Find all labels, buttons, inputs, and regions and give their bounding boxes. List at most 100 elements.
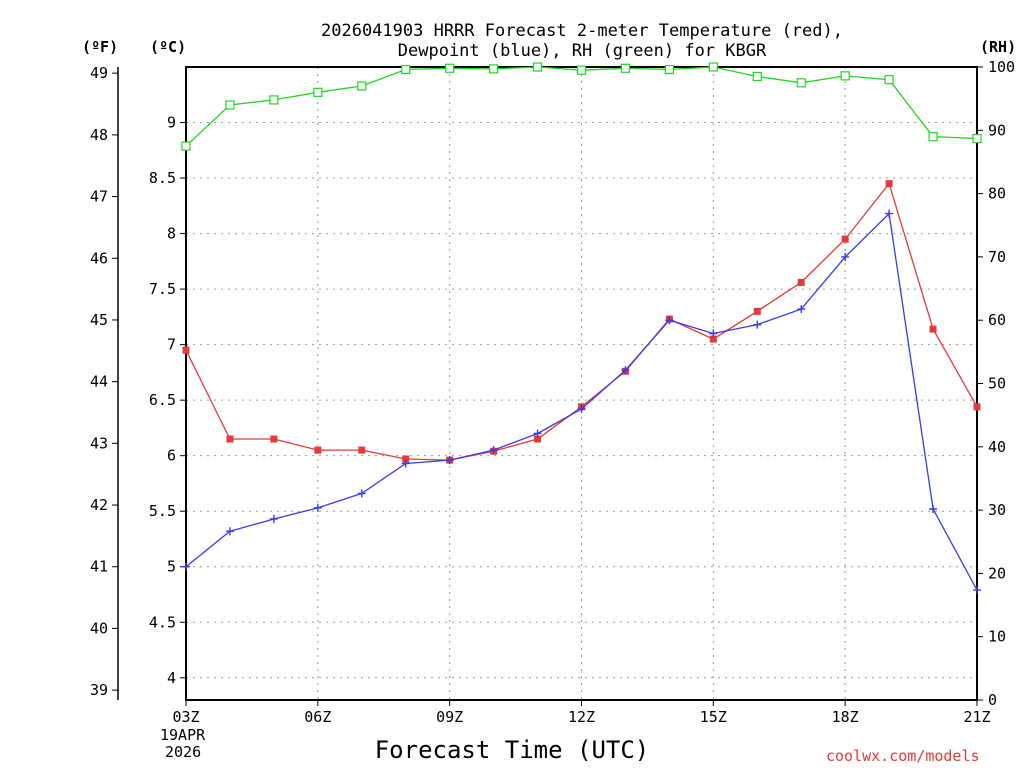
celsius-tick-label: 8.5 [149, 169, 176, 187]
fahrenheit-tick-label: 44 [90, 373, 108, 391]
dewpoint-point [973, 586, 981, 595]
rh-tick-label: 70 [988, 248, 1006, 266]
rh-tick-label: 60 [988, 311, 1006, 329]
rh-point [269, 95, 279, 105]
dewpoint-point [709, 329, 718, 338]
rh-point [489, 64, 499, 74]
fahrenheit-tick-label: 41 [90, 558, 108, 576]
credit-text: coolwx.com/models [826, 747, 980, 765]
rh-point [313, 87, 323, 97]
rh-tick-label: 20 [988, 564, 1006, 582]
x-tick-label: 09Z [436, 708, 463, 726]
data-series [181, 62, 982, 595]
dewpoint-point [533, 429, 542, 438]
date-label-day: 19APR [160, 726, 206, 744]
celsius-tick-label: 4 [167, 669, 176, 687]
dewpoint-point [621, 366, 630, 375]
rh-point [664, 64, 674, 75]
dewpoint-point [665, 316, 674, 325]
x-tick-label: 06Z [304, 708, 331, 726]
rh-point [181, 141, 191, 151]
fahrenheit-tick-label: 46 [90, 249, 108, 267]
celsius-tick-label: 7 [167, 336, 176, 354]
rh-tick-label: 0 [988, 691, 997, 709]
temperature-point [885, 180, 893, 188]
dewpoint-point [313, 503, 322, 512]
rh-point [796, 78, 806, 88]
rh-point [401, 64, 411, 75]
rh-point [576, 65, 587, 75]
dewpoint-point [577, 405, 586, 414]
fahrenheit-tick-label: 40 [90, 619, 108, 637]
temperature-point [709, 335, 717, 343]
celsius-tick-label: 6.5 [149, 391, 176, 409]
celsius-tick-label: 8 [167, 225, 176, 243]
rh-point [708, 62, 718, 72]
dewpoint-point [841, 252, 850, 261]
fahrenheit-tick-label: 45 [90, 311, 108, 329]
temperature-point [841, 235, 849, 243]
dewpoint-point [797, 305, 806, 314]
temperature-point [797, 278, 805, 286]
temperature-point [929, 325, 937, 333]
celsius-tick-label: 5 [167, 558, 176, 576]
fahrenheit-tick-label: 47 [90, 188, 108, 206]
celsius-unit-label: (ºC) [150, 38, 186, 56]
temperature-point [753, 307, 761, 315]
temperature-point [973, 403, 981, 411]
x-tick-label: 15Z [700, 708, 727, 726]
date-label-year: 2026 [165, 743, 201, 761]
dewpoint-point [182, 562, 190, 571]
temperature-point [402, 455, 410, 463]
rh-point [840, 71, 850, 81]
dewpoint-point [357, 489, 366, 498]
rh-point [752, 71, 762, 82]
chart-title: 2026041903 HRRR Forecast 2-meter Tempera… [321, 21, 843, 41]
axes: 03Z 06Z 09Z 12Z 15Z 18Z 21Z 4 4.5 5 5.5 6 6.5 7 7.5 8 8.… [90, 58, 1015, 726]
rh-point [928, 132, 938, 142]
rh-point [620, 63, 631, 73]
x-tick-label: 18Z [832, 708, 859, 726]
dewpoint-point [885, 209, 894, 218]
dewpoint-point [929, 504, 938, 513]
rh-point [972, 133, 982, 144]
celsius-tick-label: 5.5 [149, 502, 176, 520]
temperature-point [314, 446, 322, 454]
x-tick-label: 12Z [568, 708, 595, 726]
temperature-point [226, 435, 234, 443]
temperature-point [182, 346, 190, 354]
dewpoint-point [489, 446, 498, 455]
rh-tick-label: 10 [988, 628, 1006, 646]
fahrenheit-tick-label: 48 [90, 126, 108, 144]
dewpoint-point [225, 527, 234, 536]
rh-tick-label: 90 [988, 121, 1006, 139]
rh-point [532, 62, 543, 72]
fahrenheit-tick-label: 49 [90, 64, 108, 82]
celsius-tick-label: 7.5 [149, 280, 176, 298]
fahrenheit-unit-label: (ºF) [82, 38, 118, 56]
dewpoint-point [445, 456, 454, 465]
rh-tick-label: 30 [988, 501, 1006, 519]
chart-subtitle: Dewpoint (blue), RH (green) for KBGR [398, 41, 767, 61]
rh-point [884, 75, 894, 85]
rh-tick-label: 100 [988, 58, 1015, 76]
fahrenheit-tick-label: 42 [90, 496, 108, 514]
rh-tick-label: 40 [988, 438, 1006, 456]
rh-point [357, 81, 367, 91]
rh-point [225, 100, 235, 110]
rh-unit-label: (RH) [980, 38, 1016, 56]
rh-tick-label: 80 [988, 185, 1006, 203]
dewpoint-point [753, 320, 762, 329]
rh-tick-label: 50 [988, 375, 1006, 393]
x-tick-label: 03Z [172, 708, 199, 726]
fahrenheit-tick-label: 39 [90, 681, 108, 699]
celsius-tick-label: 9 [167, 114, 176, 132]
fahrenheit-tick-label: 43 [90, 434, 108, 452]
x-axis-title: Forecast Time (UTC) [375, 736, 650, 764]
temperature-point [270, 435, 278, 443]
celsius-tick-label: 6 [167, 447, 176, 465]
grid-lines [186, 67, 977, 700]
celsius-tick-label: 4.5 [149, 613, 176, 631]
dewpoint-point [401, 459, 410, 468]
